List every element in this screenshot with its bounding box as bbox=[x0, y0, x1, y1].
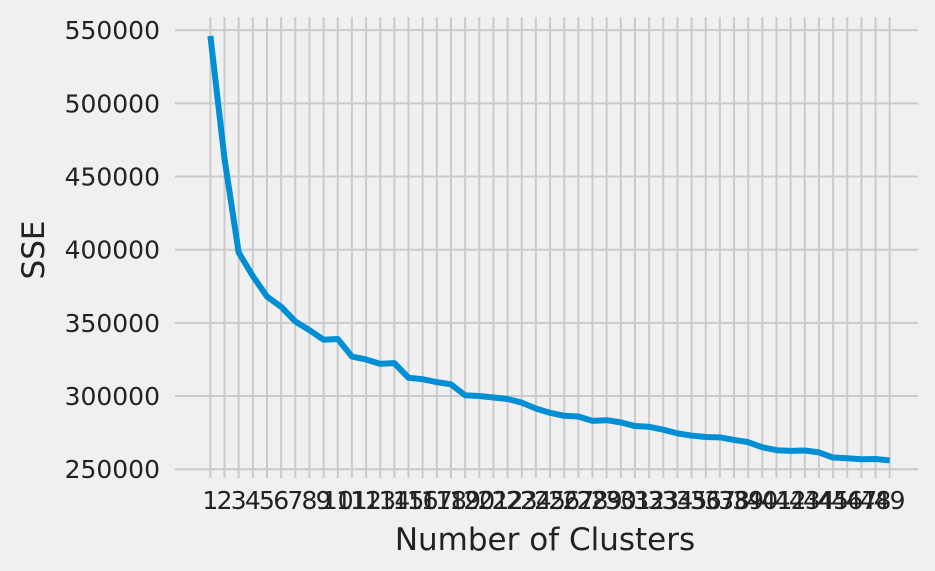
x-tick-label: 20 bbox=[463, 486, 495, 515]
y-tick-labels: 250000 300000 350000 400000 450000 500000 5500… bbox=[65, 16, 160, 484]
y-tick-label: 400000 bbox=[65, 236, 160, 265]
x-tick-label: 38 bbox=[718, 486, 750, 515]
x-tick-label: 41 bbox=[761, 486, 793, 515]
x-tick-label: 13 bbox=[364, 486, 396, 515]
y-tick-label: 250000 bbox=[65, 455, 160, 484]
x-tick-label: 43 bbox=[789, 486, 821, 515]
x-tick-label: 32 bbox=[633, 486, 665, 515]
x-tick-label: 5 bbox=[259, 486, 275, 515]
x-tick-label: 36 bbox=[690, 486, 722, 515]
y-tick-label: 500000 bbox=[65, 89, 160, 118]
x-tick-label: 26 bbox=[548, 486, 580, 515]
x-tick-label: 7 bbox=[287, 486, 303, 515]
x-tick-label: 39 bbox=[732, 486, 764, 515]
x-tick-label: 21 bbox=[478, 486, 510, 515]
series-line bbox=[207, 35, 891, 464]
x-tick-label: 12 bbox=[350, 486, 382, 515]
x-tick-label: 8 bbox=[301, 486, 317, 515]
x-tick-label: 3 bbox=[231, 486, 247, 515]
x-tick-label: 28 bbox=[577, 486, 609, 515]
x-tick-label: 14 bbox=[378, 486, 410, 515]
x-tick-label: 4 bbox=[245, 486, 261, 515]
x-tick-label: 2 bbox=[217, 486, 233, 515]
x-tick-label: 10 bbox=[322, 486, 354, 515]
x-tick-label: 37 bbox=[704, 486, 736, 515]
x-tick-label: 45 bbox=[817, 486, 849, 515]
x-tick-label: 40 bbox=[746, 486, 778, 515]
x-tick-label: 44 bbox=[803, 486, 835, 515]
series-layer bbox=[207, 35, 891, 464]
y-tick-label: 550000 bbox=[65, 16, 160, 45]
x-tick-label: 33 bbox=[647, 486, 679, 515]
x-tick-label: 29 bbox=[591, 486, 623, 515]
x-tick-label: 35 bbox=[676, 486, 708, 515]
x-tick-label: 30 bbox=[605, 486, 637, 515]
x-tick-label: 16 bbox=[407, 486, 439, 515]
x-tick-label: 34 bbox=[662, 486, 694, 515]
y-tick-label: 300000 bbox=[65, 382, 160, 411]
x-tick-label: 24 bbox=[520, 486, 552, 515]
x-tick-label: 11 bbox=[336, 486, 368, 515]
x-tick-label: 19 bbox=[449, 486, 481, 515]
x-tick-label: 17 bbox=[421, 486, 453, 515]
x-axis-label: Number of Clusters bbox=[395, 522, 695, 558]
x-tick-label: 1 bbox=[202, 486, 218, 515]
x-tick-label: 31 bbox=[619, 486, 651, 515]
y-axis-label: SSE bbox=[16, 221, 52, 280]
y-tick-label: 450000 bbox=[65, 163, 160, 192]
x-tick-label: 47 bbox=[845, 486, 877, 515]
x-tick-label: 27 bbox=[562, 486, 594, 515]
x-tick-label: 25 bbox=[534, 486, 566, 515]
grid-lines bbox=[175, 17, 918, 478]
x-tick-label: 22 bbox=[492, 486, 524, 515]
x-tick-label: 6 bbox=[273, 486, 289, 515]
x-tick-label: 15 bbox=[393, 486, 425, 515]
x-tick-label: 42 bbox=[775, 486, 807, 515]
x-tick-label: 46 bbox=[831, 486, 863, 515]
x-tick-label: 23 bbox=[506, 486, 538, 515]
x-tick-label: 9 bbox=[316, 486, 332, 515]
x-tick-label: 18 bbox=[435, 486, 467, 515]
x-tick-labels: 1234567891011121314151617181920212223242… bbox=[202, 486, 905, 515]
x-tick-label: 49 bbox=[874, 486, 906, 515]
x-tick-label: 48 bbox=[860, 486, 892, 515]
y-tick-label: 350000 bbox=[65, 309, 160, 338]
